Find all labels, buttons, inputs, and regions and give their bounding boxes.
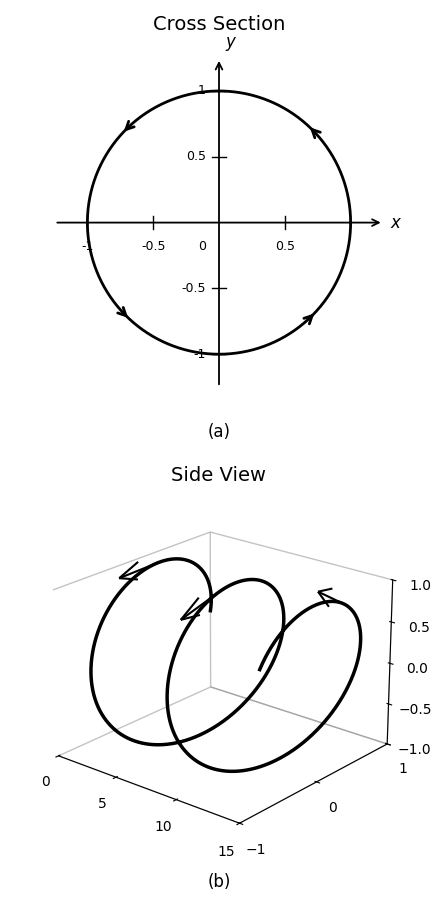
- Text: -1: -1: [81, 239, 94, 253]
- Text: 1: 1: [198, 85, 206, 97]
- Text: -0.5: -0.5: [141, 239, 166, 253]
- Text: -0.5: -0.5: [181, 282, 206, 295]
- Text: 0.5: 0.5: [186, 150, 206, 163]
- Text: 0.5: 0.5: [275, 239, 295, 253]
- Text: x: x: [390, 213, 400, 231]
- Text: (a): (a): [208, 423, 230, 441]
- Title: Side View: Side View: [172, 466, 266, 485]
- Text: -1: -1: [194, 347, 206, 361]
- Text: y: y: [226, 33, 236, 51]
- Text: (b): (b): [207, 873, 231, 891]
- Text: 0: 0: [198, 239, 206, 253]
- Title: Cross Section: Cross Section: [153, 15, 285, 34]
